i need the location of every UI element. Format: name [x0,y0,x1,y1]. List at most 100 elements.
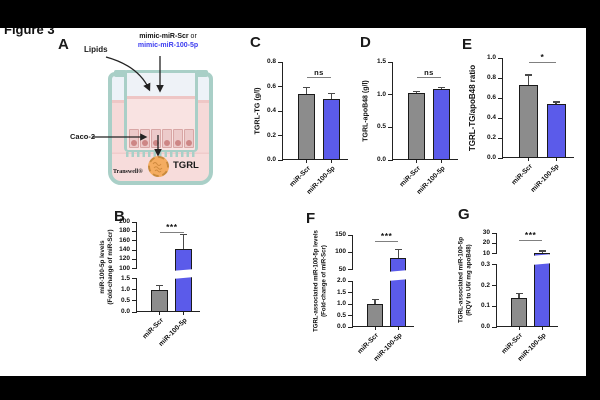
y-tick-mark [388,61,393,63]
axis-break-gap [531,253,553,265]
significance-text: * [540,52,545,62]
error-bar-cap [371,298,379,300]
category-label: miR-100-5p [530,163,561,194]
y-tick-mark [132,278,137,280]
error-bar-line [541,250,543,253]
y-tick-mark [492,242,497,244]
bar [175,249,193,312]
y-tick-label: 0.0 [376,156,386,163]
y-tick-label: 200 [119,218,130,225]
y-tick-label: 0.5 [376,123,386,131]
y-tick-mark [348,269,353,271]
mimic-or-text: or [188,33,197,40]
bar [322,98,341,160]
insert-flange-right [195,70,208,77]
category-label: miR-Scr [356,332,380,356]
x-tick-mark [541,327,543,330]
y-tick-mark [132,300,137,302]
y-axis-title: miR-100-5p levels (Fold-change of miR-Scr… [99,229,115,304]
y-tick-mark [278,61,283,63]
y-tick-label: 100 [335,248,346,256]
y-tick-mark [348,326,353,328]
y-tick-mark [132,230,137,232]
y-tick-label: 0.2 [266,131,276,139]
bottom-black-bar [0,376,600,400]
bar [390,257,407,327]
y-tick-label: 100 [119,264,130,272]
y-tick-mark [498,57,503,59]
error-bar-cap [538,250,546,252]
y-tick-label: 0.3 [480,260,490,268]
bar [407,92,426,160]
y-axis-title-line: TGRL-apoB48 (g/l) [362,80,370,142]
x-tick-mark [416,160,418,163]
caco2-cell [150,129,161,148]
caco2-cell [183,129,194,148]
y-tick-label: 0.0 [480,323,490,330]
x-tick-mark [518,327,520,330]
y-tick-label: 1.5 [120,274,130,282]
y-tick-label: 30 [482,229,490,236]
y-tick-mark [498,117,503,119]
y-axis-title-line: TGRL-TG/apoB48 ratio [468,64,477,152]
y-axis-title: TGRL-TG (g/l) [253,87,262,134]
error-bar-cap [552,101,560,103]
cell-nucleus [152,140,159,146]
y-axis-title-line: TGRL-associated miR-100-5p levels [313,230,320,332]
bar [151,289,169,312]
y-tick-label: 50 [338,265,346,273]
cell-monolayer [128,129,194,148]
y-tick-label: 1.0 [486,54,496,61]
x-tick-mark [330,160,332,163]
y-tick-label: 10 [482,249,490,257]
right-black-bar [586,0,600,400]
error-bar-line [305,87,308,94]
error-bar-cap [515,293,523,295]
insert-flange-left [114,70,127,77]
panel-letter-D: D [360,34,371,51]
y-tick-label: 0.0 [120,308,130,315]
mimic-scr-label: mimic-miR-Scr [139,33,189,40]
y-tick-mark [132,268,137,270]
y-tick-label: 150 [335,231,346,238]
cell-nucleus [185,140,192,146]
y-tick-mark [388,126,393,128]
y-tick-mark [348,303,353,305]
significance-text: ns [314,68,324,77]
significance-line [528,62,557,63]
x-tick-mark [528,158,530,161]
y-axis-title: TGRL-apoB48 (g/l) [363,80,372,141]
y-tick-mark [278,110,283,112]
y-tick-mark [278,135,283,136]
y-tick-label: 0.2 [486,134,496,141]
caco2-cell [172,129,183,148]
transwell-label: Transwell® [113,169,143,175]
y-tick-label: 0.8 [486,74,496,81]
y-tick-label: 2.0 [336,277,346,284]
y-axis-upper [136,222,138,269]
error-bar-line [528,75,530,85]
error-bar-cap [327,93,335,95]
y-tick-label: 1.0 [336,300,346,307]
category-label: miR-Scr [500,332,524,356]
x-tick-mark [440,160,442,163]
bar [510,298,528,327]
y-tick-mark [492,326,497,328]
significance-text: ns [424,68,434,77]
x-tick-mark [183,312,185,315]
axis-break-gap [387,270,409,281]
y-tick-label: 0.4 [486,114,496,121]
bar [297,93,316,160]
bar [366,304,384,327]
y-tick-mark [348,234,353,236]
y-tick-mark [498,137,503,139]
caco2-cell [139,129,150,148]
y-axis-title-line: (Fold-change of miR-Scr) [107,229,114,305]
y-tick-label: 160 [119,236,130,244]
y-tick-mark [492,264,497,266]
y-tick-label: 0.0 [266,156,276,163]
tgrl-squiggles-icon [152,162,163,173]
y-tick-label: 0.0 [336,323,346,330]
panel-F-chart: 0.0 0.5 1.0 1.5 2.0 50 100 150 TGRL-associated m… [314,230,414,363]
y-tick-label: 1.0 [376,90,386,98]
